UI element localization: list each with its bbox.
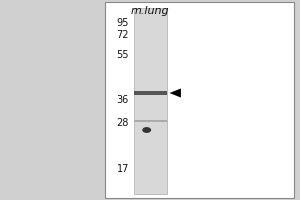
Text: 17: 17 xyxy=(117,164,129,174)
Bar xyxy=(134,8,166,194)
Text: 28: 28 xyxy=(117,118,129,128)
Ellipse shape xyxy=(143,128,150,132)
Polygon shape xyxy=(169,88,181,98)
Text: 55: 55 xyxy=(116,50,129,60)
Text: 36: 36 xyxy=(117,95,129,105)
Text: 72: 72 xyxy=(116,30,129,40)
Bar xyxy=(134,91,166,95)
Bar xyxy=(134,120,166,122)
Bar xyxy=(105,2,294,198)
Text: 95: 95 xyxy=(117,18,129,28)
Text: m.lung: m.lung xyxy=(131,6,169,16)
